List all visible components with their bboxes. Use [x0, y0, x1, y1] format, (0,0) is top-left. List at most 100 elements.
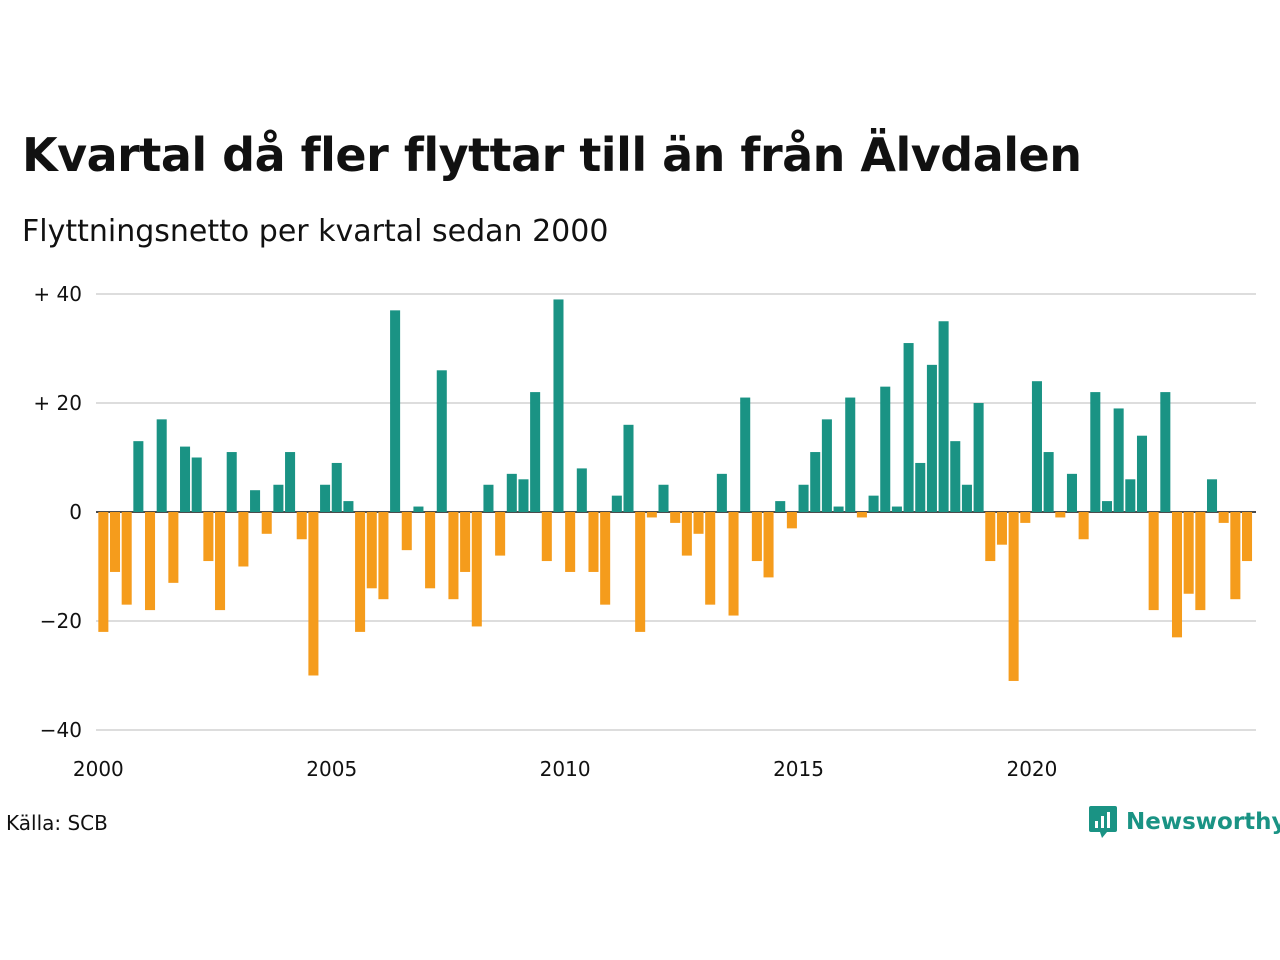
bar-21: [343, 501, 354, 512]
bar-54: [728, 512, 739, 616]
bar-68: [891, 506, 902, 512]
bar-78: [1008, 512, 1019, 681]
bar-61: [810, 452, 821, 512]
bar-88: [1125, 479, 1136, 512]
bar-22: [355, 512, 366, 632]
bar-63: [833, 506, 844, 512]
source-note: Källa: SCB: [6, 811, 108, 835]
bar-20: [331, 462, 342, 512]
bar-85: [1090, 392, 1101, 512]
bar-28: [425, 512, 436, 589]
bar-13: [250, 490, 261, 512]
y-tick-label: + 40: [33, 282, 82, 306]
bar-12: [238, 512, 249, 567]
x-tick-label: 2020: [1006, 757, 1057, 781]
bar-24: [378, 512, 389, 600]
bar-92: [1171, 512, 1183, 638]
bar-67: [880, 386, 891, 512]
bar-34: [495, 512, 506, 556]
bar-0: [98, 512, 109, 632]
bars: [98, 299, 1253, 681]
newsworthy-logo: Newsworthy: [1088, 804, 1280, 840]
axis-labels: + 40 + 20 0 −20 −40 2000 2005 2010 2015 2020: [33, 282, 1057, 781]
bar-47: [646, 512, 657, 518]
bar-90: [1148, 512, 1159, 611]
bar-37: [530, 392, 541, 512]
bar-79: [1020, 512, 1031, 523]
bar-75: [973, 403, 984, 512]
bar-27: [413, 506, 424, 512]
bar-81: [1043, 452, 1054, 512]
bar-83: [1066, 473, 1077, 512]
bar-73: [950, 441, 961, 512]
y-tick-label: −20: [40, 609, 82, 633]
x-tick-label: 2010: [540, 757, 591, 781]
bar-51: [693, 512, 704, 534]
bar-66: [868, 495, 879, 512]
bar-5: [156, 419, 167, 512]
chart-subtitle: Flyttningsnetto per kvartal sedan 2000: [22, 214, 609, 249]
bar-48: [658, 484, 669, 512]
bar-35: [506, 473, 517, 512]
bar-19: [320, 484, 331, 512]
bar-30: [448, 512, 459, 600]
bar-31: [460, 512, 471, 572]
bar-chart: + 40 + 20 0 −20 −40 2000 2005 2010 2015 2020: [33, 282, 1256, 781]
bar-15: [273, 484, 284, 512]
bar-56: [751, 512, 762, 562]
bar-40: [565, 512, 576, 572]
bar-89: [1136, 435, 1148, 512]
bar-45: [623, 424, 634, 512]
y-tick-label: 0: [69, 500, 82, 524]
bar-80: [1031, 381, 1042, 512]
bar-2: [121, 512, 132, 605]
bar-86: [1101, 501, 1112, 512]
bar-36: [518, 479, 529, 512]
bar-14: [261, 512, 272, 534]
bar-58: [775, 501, 786, 512]
bar-39: [553, 299, 564, 512]
bar-84: [1078, 512, 1089, 540]
bar-4: [145, 512, 156, 611]
bar-69: [903, 343, 914, 512]
bar-53: [716, 473, 727, 512]
bar-59: [786, 512, 797, 529]
bar-44: [611, 495, 622, 512]
bar-3: [133, 441, 144, 512]
bar-87: [1113, 408, 1124, 512]
bar-71: [926, 364, 937, 512]
bar-18: [308, 512, 319, 676]
bar-38: [541, 512, 552, 562]
bar-91: [1160, 392, 1171, 512]
bar-98: [1242, 512, 1253, 562]
bar-43: [600, 512, 611, 605]
bar-chart-speech-bubble-icon: [1089, 806, 1117, 838]
bar-10: [215, 512, 226, 611]
bar-96: [1218, 512, 1229, 523]
bar-41: [576, 468, 587, 512]
bar-95: [1206, 479, 1218, 512]
chart-title: Kvartal då fler flyttar till än från Älv…: [22, 128, 1082, 182]
bar-55: [740, 397, 751, 512]
bar-70: [915, 462, 926, 512]
bar-64: [845, 397, 856, 512]
bar-94: [1195, 512, 1206, 611]
bar-46: [635, 512, 646, 632]
bar-25: [390, 310, 401, 512]
bar-1: [110, 512, 121, 572]
bar-33: [483, 484, 494, 512]
brand-name: Newsworthy: [1126, 809, 1280, 835]
bar-29: [436, 370, 447, 512]
bar-7: [180, 446, 191, 512]
bar-60: [798, 484, 809, 512]
bar-26: [401, 512, 412, 551]
x-tick-label: 2015: [773, 757, 824, 781]
bar-76: [985, 512, 996, 562]
bar-11: [226, 452, 237, 512]
y-tick-label: + 20: [33, 391, 82, 415]
bar-50: [681, 512, 692, 556]
bar-17: [296, 512, 307, 540]
bar-93: [1183, 512, 1194, 594]
bar-72: [938, 321, 949, 512]
bar-62: [821, 419, 832, 512]
